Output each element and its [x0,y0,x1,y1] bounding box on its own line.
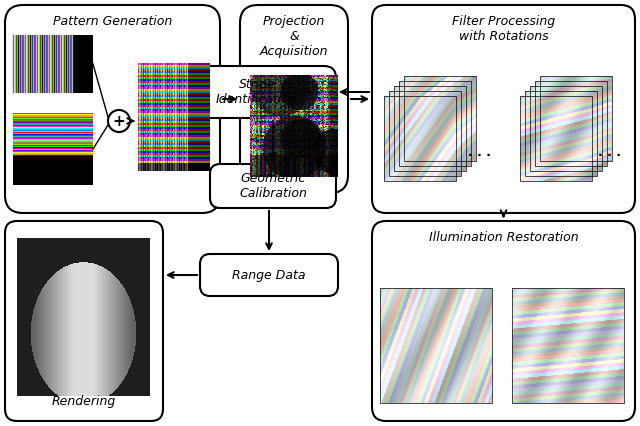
FancyBboxPatch shape [210,164,336,208]
FancyBboxPatch shape [178,66,336,118]
Bar [384,96,456,181]
Text: Range Data: Range Data [232,268,306,282]
Text: Rendering: Rendering [52,395,116,408]
FancyBboxPatch shape [5,221,163,421]
Bar [380,288,492,403]
FancyBboxPatch shape [240,5,348,193]
FancyBboxPatch shape [372,221,635,421]
Bar [535,81,607,166]
Bar [540,76,612,161]
Text: Stripe
Identification: Stripe Identification [216,78,298,106]
Bar [389,91,461,176]
FancyBboxPatch shape [372,5,635,213]
FancyBboxPatch shape [200,254,338,296]
Bar [512,288,624,403]
Text: +: + [113,113,125,129]
Bar [520,96,592,181]
Bar [530,86,602,171]
Text: Geometric
Calibration: Geometric Calibration [239,172,307,200]
Text: . . .: . . . [598,147,621,159]
Text: Filter Processing
with Rotations: Filter Processing with Rotations [452,15,555,43]
Bar [404,76,476,161]
Bar [394,86,466,171]
Bar [399,81,471,166]
Text: Projection
&
Acquisition: Projection & Acquisition [260,15,328,58]
Text: Pattern Generation: Pattern Generation [53,15,172,28]
Text: Illumination Restoration: Illumination Restoration [429,231,579,244]
Bar [525,91,597,176]
FancyBboxPatch shape [5,5,220,213]
Text: . . .: . . . [467,147,490,159]
